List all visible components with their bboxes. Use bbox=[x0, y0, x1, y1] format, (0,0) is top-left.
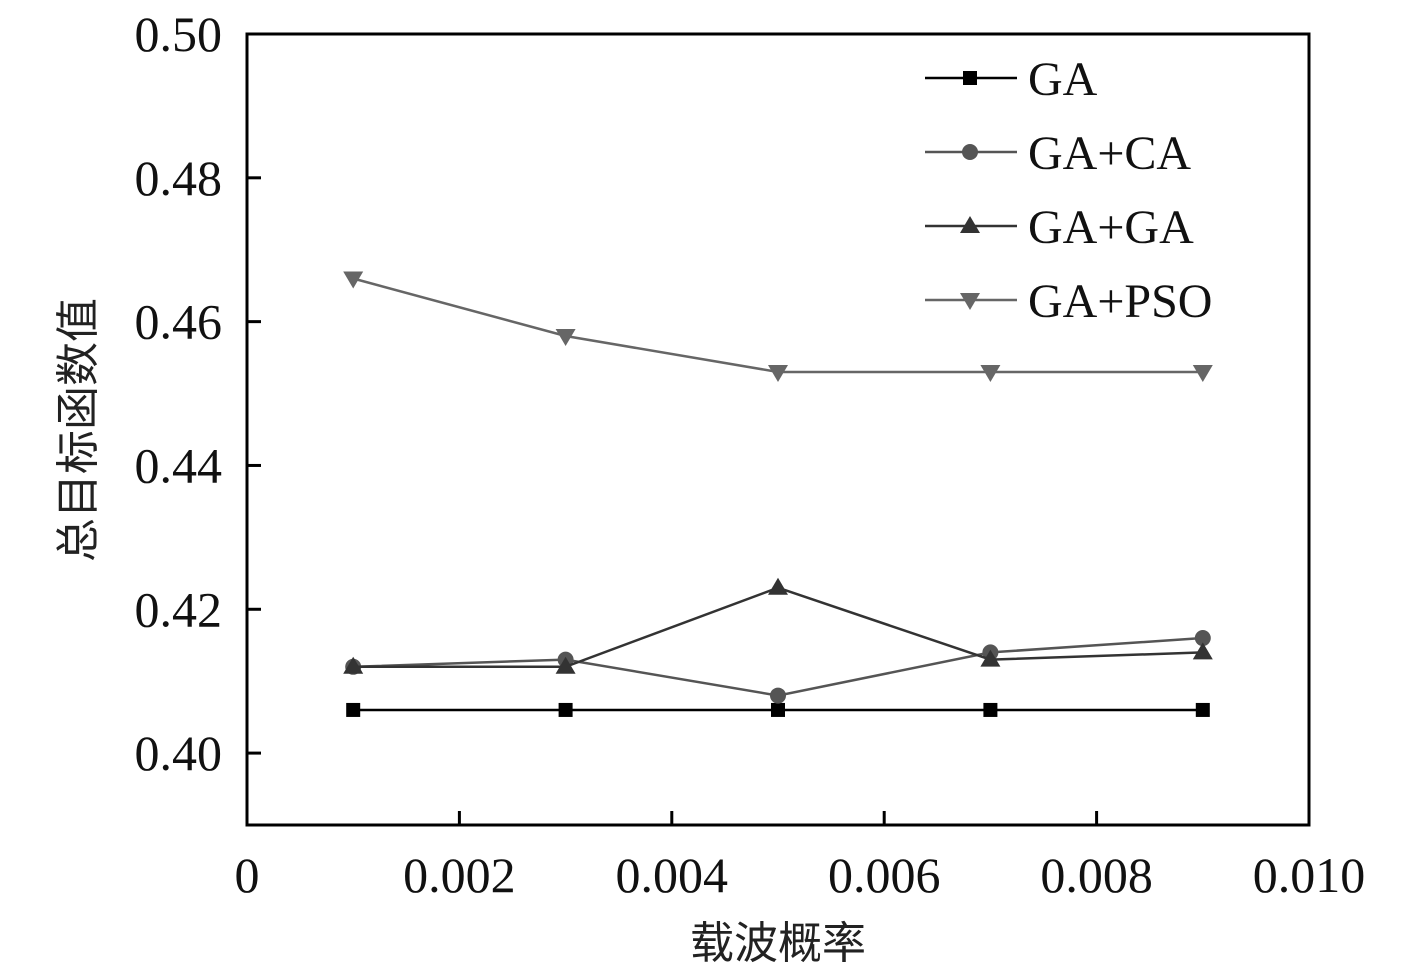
legend-marker bbox=[963, 71, 977, 85]
data-point bbox=[768, 364, 788, 382]
data-point bbox=[1194, 630, 1211, 647]
data-point bbox=[343, 271, 364, 289]
y-tick-label: 0.50 bbox=[135, 6, 223, 62]
series-layer bbox=[343, 271, 1213, 717]
series-line bbox=[353, 586, 1203, 669]
data-point bbox=[1192, 642, 1213, 660]
data-point bbox=[555, 329, 576, 347]
legend-item: GA bbox=[925, 53, 1098, 106]
x-axis-title: 载波概率 bbox=[690, 918, 866, 969]
x-axis: 0 0.002 0.004 0.006 0.008 0.010 bbox=[235, 811, 1366, 903]
data-point bbox=[770, 687, 786, 704]
y-tick-label: 0.40 bbox=[135, 725, 223, 781]
data-point bbox=[1195, 702, 1210, 717]
legend-label: GA+PSO bbox=[1028, 275, 1212, 328]
legend-marker bbox=[960, 293, 980, 310]
data-point bbox=[555, 656, 576, 674]
legend: GA GA+CA GA+GA GA+PSO bbox=[925, 53, 1212, 328]
legend-label: GA+GA bbox=[1028, 201, 1194, 254]
plot-frame bbox=[245, 32, 1311, 827]
x-tick-label: 0.010 bbox=[1253, 847, 1366, 903]
data-point bbox=[771, 702, 785, 717]
y-axis-title: 总目标函数值 bbox=[53, 298, 104, 562]
y-tick-label: 0.44 bbox=[135, 437, 223, 493]
series-ga-ga bbox=[343, 577, 1213, 674]
data-point bbox=[346, 702, 361, 717]
legend-marker bbox=[960, 216, 980, 233]
legend-item: GA+CA bbox=[925, 127, 1191, 180]
y-axis: 0.40 0.42 0.44 0.46 0.48 0.50 bbox=[135, 6, 261, 781]
data-point bbox=[1192, 364, 1213, 382]
x-tick-label: 0.008 bbox=[1040, 847, 1153, 903]
data-point bbox=[983, 702, 998, 717]
series-ga-pso bbox=[343, 271, 1213, 382]
y-tick-label: 0.48 bbox=[135, 150, 223, 206]
data-point bbox=[558, 702, 573, 717]
legend-label: GA+CA bbox=[1028, 127, 1191, 180]
data-point bbox=[980, 649, 1001, 667]
legend-marker bbox=[962, 144, 978, 160]
y-tick-label: 0.42 bbox=[135, 581, 223, 637]
legend-item: GA+PSO bbox=[925, 275, 1212, 328]
x-tick-label: 0.002 bbox=[403, 847, 516, 903]
y-tick-label: 0.46 bbox=[135, 294, 223, 350]
data-point bbox=[343, 656, 364, 674]
x-tick-label: 0.004 bbox=[616, 847, 729, 903]
legend-item: GA+GA bbox=[925, 201, 1194, 254]
data-point bbox=[980, 364, 1001, 382]
data-point bbox=[768, 577, 788, 595]
x-tick-label: 0 bbox=[235, 847, 260, 903]
x-tick-label: 0.006 bbox=[828, 847, 941, 903]
legend-label: GA bbox=[1028, 53, 1098, 106]
series-ga bbox=[346, 702, 1210, 717]
